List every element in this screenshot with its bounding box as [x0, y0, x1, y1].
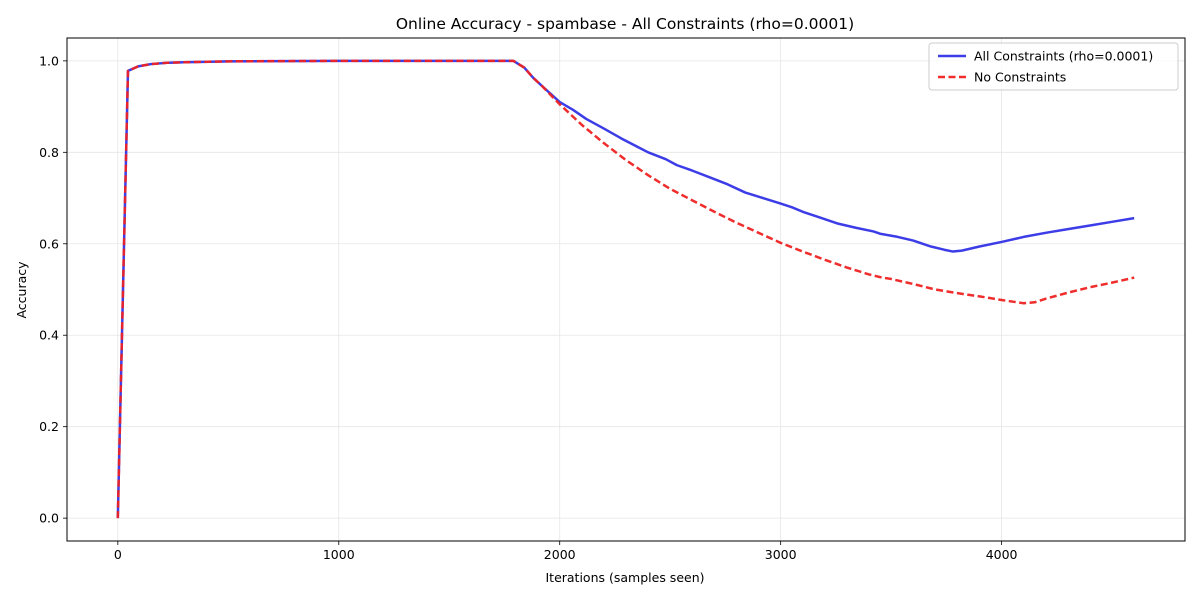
series-line-all-constraints: [116, 59, 1135, 519]
x-tick-label: 4000: [986, 547, 1018, 562]
y-tick-label: 0.4: [39, 328, 59, 343]
x-axis-label: Iterations (samples seen): [545, 570, 704, 585]
x-tick-label: 2000: [544, 547, 576, 562]
y-axis-label: Accuracy: [14, 261, 29, 319]
axes-frame: [66, 37, 1186, 542]
y-tick-label: 0.2: [39, 419, 59, 434]
legend: All Constraints (rho=0.0001) No Constrai…: [928, 42, 1179, 91]
series-line-no-constraints: [116, 59, 1135, 519]
chart-title: Online Accuracy - spambase - All Constra…: [396, 15, 854, 33]
y-tick-label: 0.6: [39, 236, 59, 251]
ticks: 0 1000 2000 3000 4000 0.0 0.2 0.4 0.6 0.8 1.0: [39, 53, 1017, 562]
legend-box: [928, 42, 1179, 91]
y-tick-label: 1.0: [39, 53, 59, 68]
y-tick-label: 0.8: [39, 145, 59, 160]
y-tick-label: 0.0: [39, 511, 59, 526]
x-tick-label: 3000: [765, 547, 797, 562]
legend-label-all-constraints: All Constraints (rho=0.0001): [974, 49, 1153, 64]
legend-label-no-constraints: No Constraints: [974, 70, 1066, 85]
grid: [67, 38, 1185, 541]
x-tick-label: 1000: [323, 547, 355, 562]
x-tick-label: 0: [114, 547, 122, 562]
series-layer: [116, 59, 1135, 519]
